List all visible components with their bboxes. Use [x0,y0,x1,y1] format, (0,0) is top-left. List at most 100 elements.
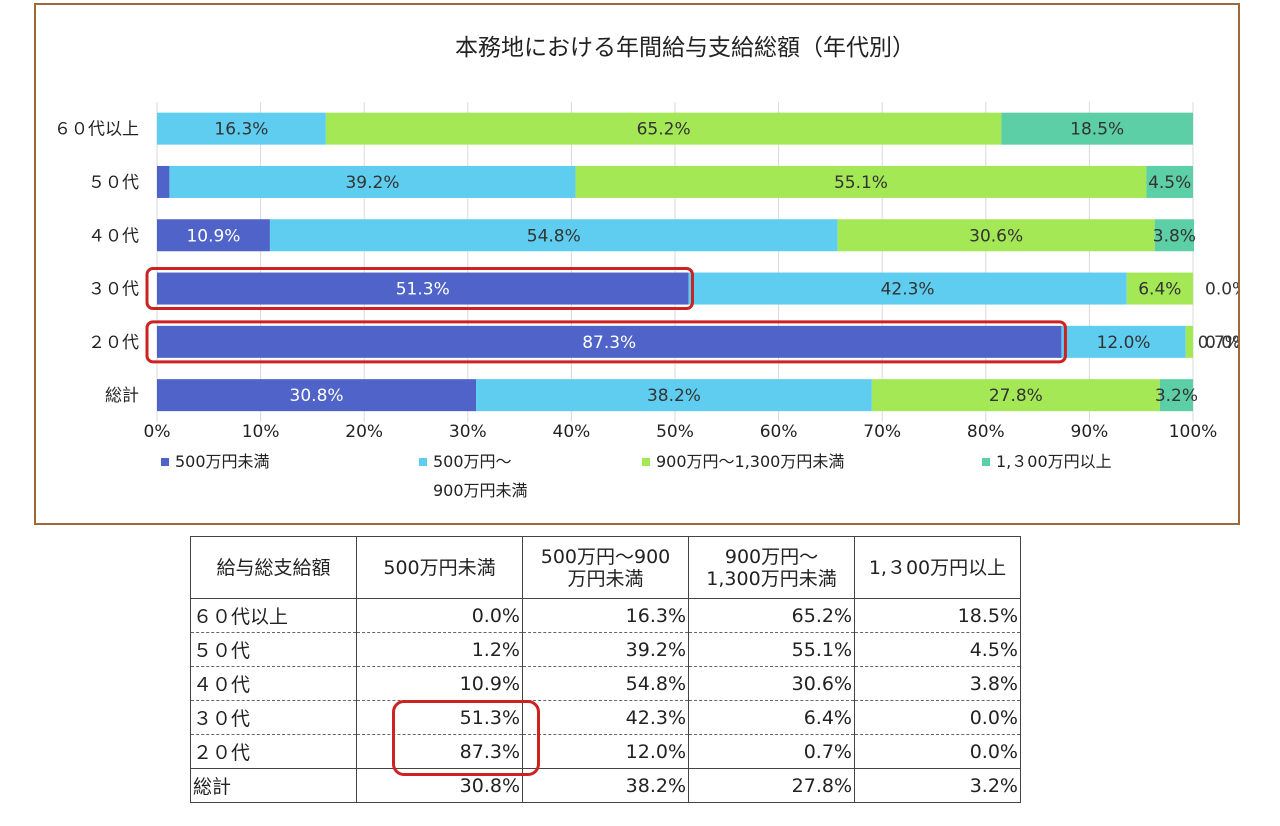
table-header-text: 500万円～900 [540,545,671,568]
table-header-text: 給与総支給額 [216,556,331,579]
table-header-text: 万円未満 [567,567,644,590]
bar-segment [575,165,1147,198]
table-row-label: ６０代以上 [190,598,357,633]
legend-label: 500万円未満 [175,452,270,471]
bar-segment [871,379,1160,412]
table-row-label: ４０代 [190,666,357,701]
category-label: ５０代 [88,173,139,193]
bar-data-label: 51.3% [396,280,450,300]
legend-swatch [642,458,650,466]
table-header-cell: 1,３00万円以上 [854,536,1021,599]
legend-swatch [982,458,990,466]
category-label: ２０代 [88,333,139,353]
chart-frame: 本務地における年間給与支給総額（年代別） ６０代以上 16.3% 65.2% 18.5%… [34,3,1240,525]
bar-segment [1126,272,1193,305]
table-row-label: ２０代 [190,734,357,769]
table-header-text: 1,300万円未満 [706,567,837,590]
bar-data-label: 6.4% [1138,280,1181,300]
table-cell: 30.6% [688,666,855,701]
x-tick-label: 20% [345,422,383,442]
bar-segment [1146,165,1193,198]
bar-segment [157,219,270,252]
table-row-label: 総計 [190,768,357,803]
legend-label: 1,３00万円以上 [996,452,1112,471]
bar-segment [1001,112,1193,145]
table-cell: 0.0% [854,734,1021,769]
category-label: ４０代 [88,226,139,246]
category-label: ３０代 [88,280,139,300]
bar-data-label: 54.8% [527,226,581,246]
bar-segment [157,379,477,412]
table-cell: 0.7% [688,734,855,769]
bar-data-label: 0.0% [1205,333,1238,353]
table-cell: 3.2% [854,768,1021,803]
bar-data-label: 4.5% [1148,173,1191,193]
bar-segment [169,165,576,198]
legend-label: 500万円～ [433,452,512,471]
x-tick-label: 30% [449,422,487,442]
table-cell: 18.5% [854,598,1021,633]
x-tick-label: 70% [863,422,901,442]
bar-data-label: 10.9% [186,226,240,246]
bar-segment [1154,219,1195,252]
table-cell: 1.2% [356,632,523,667]
bar-segment [157,272,689,305]
table-cell: 27.8% [688,768,855,803]
x-tick-label: 0% [144,422,171,442]
bar-segment [688,272,1127,305]
bar-segment [1159,379,1193,412]
table-cell: 3.8% [854,666,1021,701]
data-table: 給与総支給額 500万円未満 500万円～900 万円未満 900万円～ 1,300万円未… [190,536,1021,803]
x-tick-label: 80% [967,422,1005,442]
bar-segment [157,112,326,145]
table-cell: 42.3% [522,700,689,735]
table-header-text: 900万円～ [724,545,819,568]
stacked-bar-chart: 本務地における年間給与支給総額（年代別） ６０代以上 16.3% 65.2% 18.5%… [54,35,1238,500]
x-tick-label: 90% [1071,422,1109,442]
table-row: ４０代 10.9% 54.8% 30.6% 3.8% [190,666,1021,701]
bar-segment [269,219,838,252]
table-cell: 16.3% [522,598,689,633]
table-cell: 0.0% [356,598,523,633]
x-tick-label: 100% [1169,422,1218,442]
table-cell: 4.5% [854,632,1021,667]
legend-label: 900万円未満 [433,481,528,500]
table-header-cell: 500万円未満 [356,536,523,599]
bar-data-label: 39.2% [345,173,399,193]
legend-swatch [419,458,427,466]
bar-data-label: 38.2% [647,386,701,406]
bar-data-label: 0.0% [1205,280,1238,300]
bar-data-label: 18.5% [1070,120,1124,140]
bar-segment [837,219,1155,252]
bar-highlight-box [145,320,1067,364]
table-row: ３０代 51.3% 42.3% 6.4% 0.0% [190,700,1021,735]
table-row: ５０代 1.2% 39.2% 55.1% 4.5% [190,632,1021,667]
bar-data-label: 12.0% [1097,333,1151,353]
table-header-cell: 給与総支給額 [190,536,357,599]
bar-data-label: 3.8% [1153,226,1196,246]
table-cell: 10.9% [356,666,523,701]
bar-data-label: 16.3% [214,120,268,140]
bar-segment [476,379,872,412]
table-cell: 38.2% [522,768,689,803]
bar-data-label: 30.8% [290,386,344,406]
table-cell: 12.0% [522,734,689,769]
bar-segment [325,112,1002,145]
table-row-label: ５０代 [190,632,357,667]
table-header-text: 500万円未満 [383,556,496,579]
table-header-text: 1,３00万円以上 [868,556,1007,579]
category-label: ６０代以上 [54,120,139,140]
table-header-cell: 900万円～ 1,300万円未満 [688,536,855,599]
bar-segment [157,165,170,198]
bar-data-label: 0.7% [1198,333,1238,353]
table-cell: 87.3% [356,734,523,769]
bar-segment [1061,325,1186,358]
table-row: 総計 30.8% 38.2% 27.8% 3.2% [190,768,1021,803]
x-tick-label: 40% [553,422,591,442]
legend-swatch [161,458,169,466]
category-label: 総計 [105,386,139,406]
bar-data-label: 55.1% [834,173,888,193]
table-header-row: 給与総支給額 500万円未満 500万円～900 万円未満 900万円～ 1,300万円未… [190,536,1021,599]
table-header-cell: 500万円～900 万円未満 [522,536,689,599]
table-row: ２０代 87.3% 12.0% 0.7% 0.0% [190,734,1021,769]
